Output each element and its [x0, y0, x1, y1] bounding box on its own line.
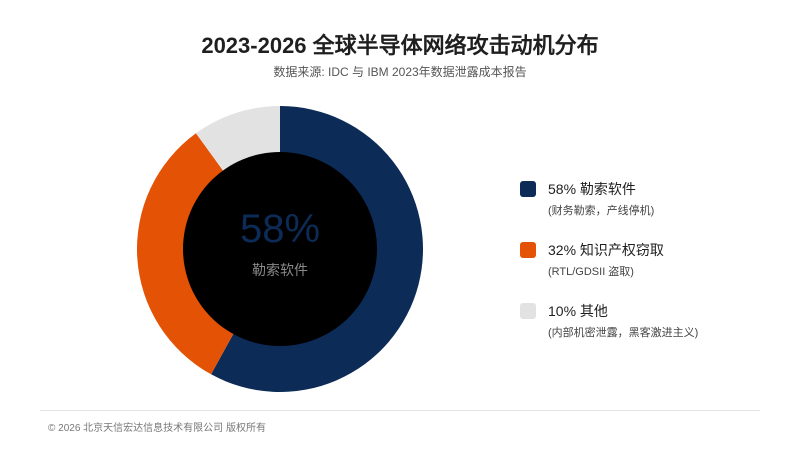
legend-swatch: [520, 242, 536, 258]
legend-label: 32% 知识产权窃取: [548, 242, 664, 258]
legend: 58% 勒索软件 (财务勒索，产线停机) 32% 知识产权窃取 (RTL/GDS…: [520, 178, 780, 361]
donut-chart: 58% 勒索软件: [136, 106, 423, 392]
legend-item-ip-theft: 32% 知识产权窃取 (RTL/GDSII 盗取): [520, 239, 780, 300]
legend-description: (财务勒索，产线停机): [548, 205, 655, 217]
legend-item-other: 10% 其他 (内部机密泄露，黑客激进主义): [520, 300, 780, 361]
legend-description: (RTL/GDSII 盗取): [548, 266, 634, 278]
center-label: 勒索软件: [252, 262, 308, 278]
chart-title: 2023-2026 全球半导体网络攻击动机分布: [201, 33, 599, 58]
legend-label: 10% 其他: [548, 303, 608, 319]
legend-swatch: [520, 181, 536, 197]
donut-hole: [183, 152, 377, 346]
legend-swatch: [520, 303, 536, 319]
chart-subtitle: 数据来源: IDC 与 IBM 2023年数据泄露成本报告: [273, 65, 527, 79]
center-value: 58%: [240, 207, 320, 251]
legend-description: (内部机密泄露，黑客激进主义): [548, 327, 699, 339]
legend-item-ransomware: 58% 勒索软件 (财务勒索，产线停机): [520, 178, 780, 239]
footer-copyright: © 2026 北京天信宏达信息技术有限公司 版权所有: [48, 423, 266, 434]
footer-divider: [40, 410, 760, 411]
legend-label: 58% 勒索软件: [548, 181, 636, 197]
